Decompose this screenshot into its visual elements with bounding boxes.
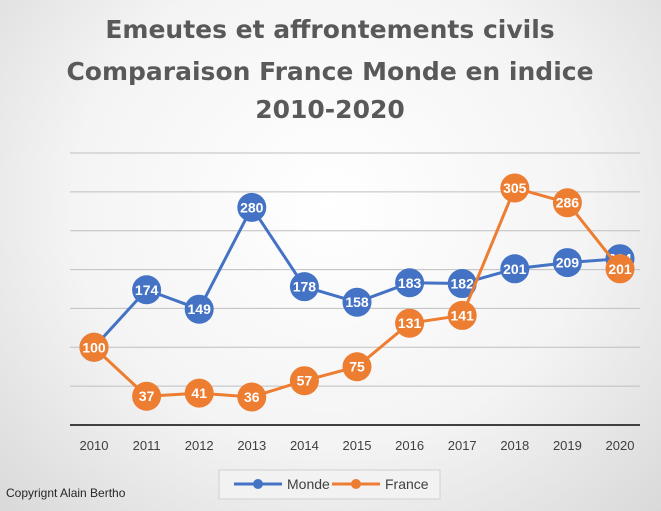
data-point-france	[342, 352, 372, 382]
series-france: 100 37 41 36 57 75 131 141 305 286 201	[79, 173, 635, 412]
data-point-france	[237, 382, 267, 412]
x-tick-label: 2014	[290, 438, 319, 453]
data-label-france: 100	[82, 339, 106, 355]
data-point-monde	[237, 192, 267, 222]
x-tick-label: 2018	[500, 438, 529, 453]
x-axis-tick-labels: 2010 2011 2012 2013 2014 2015 2016 2017 2018 2019…	[80, 438, 635, 453]
data-label-monde: 174	[135, 282, 159, 298]
copyright-text: Copyrignt Alain Bertho	[6, 486, 126, 500]
data-point-france	[79, 332, 109, 362]
data-point-france	[289, 366, 319, 396]
x-tick-label: 2013	[237, 438, 266, 453]
x-tick-label: 2020	[606, 438, 635, 453]
data-label-monde: 183	[398, 275, 422, 291]
data-label-france: 141	[451, 307, 475, 323]
data-point-monde	[184, 294, 214, 324]
data-label-monde: 201	[503, 261, 527, 277]
x-tick-label: 2011	[133, 438, 161, 453]
data-label-france: 75	[349, 359, 365, 375]
data-label-france: 36	[244, 389, 260, 405]
legend-marker-france	[351, 479, 361, 489]
data-point-monde	[132, 275, 162, 305]
grid-lines	[70, 152, 640, 387]
data-point-france	[395, 308, 425, 338]
legend-label-france: France	[385, 476, 429, 492]
data-point-france	[132, 381, 162, 411]
data-label-france: 131	[398, 315, 422, 331]
x-tick-label: 2012	[185, 438, 214, 453]
x-tick-label: 2015	[343, 438, 372, 453]
data-point-monde	[552, 248, 582, 278]
chart-title-line-3: 2010-2020	[255, 95, 405, 124]
data-label-monde: 178	[293, 279, 317, 295]
x-tick-label: 2017	[448, 438, 477, 453]
data-point-monde	[342, 287, 372, 317]
x-tick-label: 2016	[395, 438, 424, 453]
chart-title: Emeutes et affrontements civils Comparais…	[66, 15, 593, 124]
data-label-france: 37	[139, 388, 155, 404]
legend-marker-monde	[253, 479, 263, 489]
series-line-monde	[92, 205, 621, 349]
data-point-france	[184, 378, 214, 408]
data-point-monde	[500, 254, 530, 284]
series-layer: 1741492801781581831822012092141003741365…	[79, 173, 635, 412]
data-point-france	[605, 254, 635, 284]
data-label-france: 41	[191, 385, 207, 401]
series-monde: 174149280178158183182201209214	[79, 192, 635, 362]
chart-title-line-2: Comparaison France Monde en indice	[66, 57, 593, 86]
data-point-monde	[289, 272, 319, 302]
data-point-france	[447, 300, 477, 330]
legend: Monde France	[218, 469, 441, 500]
data-label-france: 286	[556, 195, 580, 211]
chart-title-line-1: Emeutes et affrontements civils	[105, 15, 554, 44]
data-label-monde: 182	[451, 276, 475, 292]
x-tick-label: 2019	[553, 438, 582, 453]
x-tick-label: 2010	[80, 438, 109, 453]
data-label-monde: 280	[240, 199, 264, 215]
data-label-monde: 158	[345, 294, 369, 310]
data-label-monde: 209	[556, 255, 580, 271]
data-point-france	[500, 173, 530, 203]
data-label-france: 305	[503, 180, 527, 196]
data-point-monde	[395, 268, 425, 298]
data-label-france: 201	[608, 261, 632, 277]
data-label-france: 57	[297, 373, 313, 389]
data-point-france	[552, 188, 582, 218]
data-point-monde	[447, 269, 477, 299]
legend-label-monde: Monde	[287, 476, 330, 492]
data-label-monde: 149	[188, 301, 212, 317]
